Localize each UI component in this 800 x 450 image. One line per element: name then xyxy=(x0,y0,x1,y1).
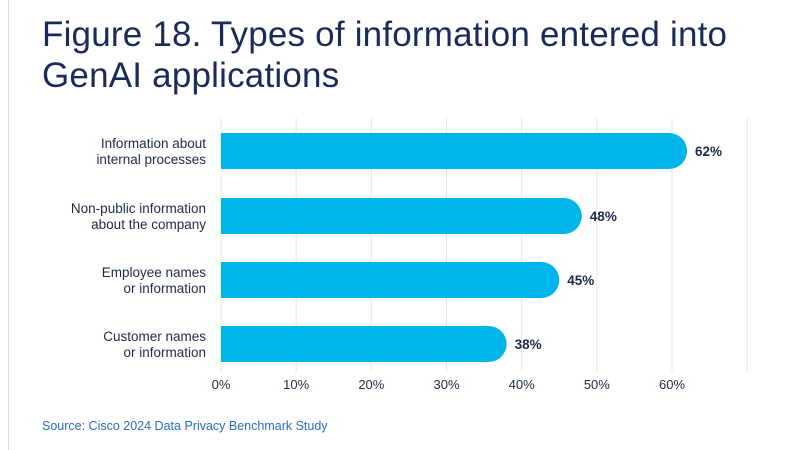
category-label: Employee names xyxy=(102,265,207,280)
bar xyxy=(221,198,582,234)
category-label: Non-public information xyxy=(71,201,206,216)
x-tick-label: 50% xyxy=(584,377,610,392)
category-label: internal processes xyxy=(96,152,206,167)
bar-value-label: 62% xyxy=(695,144,722,159)
title-line-2: GenAI applications xyxy=(42,56,340,95)
bar-value-label: 45% xyxy=(567,273,594,288)
category-label: Customer names xyxy=(103,329,206,344)
category-label: or information xyxy=(123,345,206,360)
bar xyxy=(221,326,507,362)
x-tick-label: 10% xyxy=(283,377,309,392)
bar xyxy=(221,262,560,298)
x-tick-label: 40% xyxy=(509,377,535,392)
bar-value-label: 38% xyxy=(515,337,542,352)
source-note: Source: Cisco 2024 Data Privacy Benchmar… xyxy=(42,419,328,433)
bar-value-label: 48% xyxy=(590,209,617,224)
category-label: or information xyxy=(123,281,206,296)
left-frame-line xyxy=(8,0,9,450)
category-label: Information about xyxy=(101,136,206,151)
x-tick-label: 20% xyxy=(358,377,384,392)
category-label: about the company xyxy=(91,217,206,232)
x-tick-label: 60% xyxy=(659,377,685,392)
bar xyxy=(221,133,688,169)
page-title: Figure 18. Types of information entered … xyxy=(42,14,762,96)
x-tick-label: 30% xyxy=(433,377,459,392)
title-line-1: Figure 18. Types of information entered … xyxy=(42,15,728,54)
x-tick-label: 0% xyxy=(212,377,231,392)
